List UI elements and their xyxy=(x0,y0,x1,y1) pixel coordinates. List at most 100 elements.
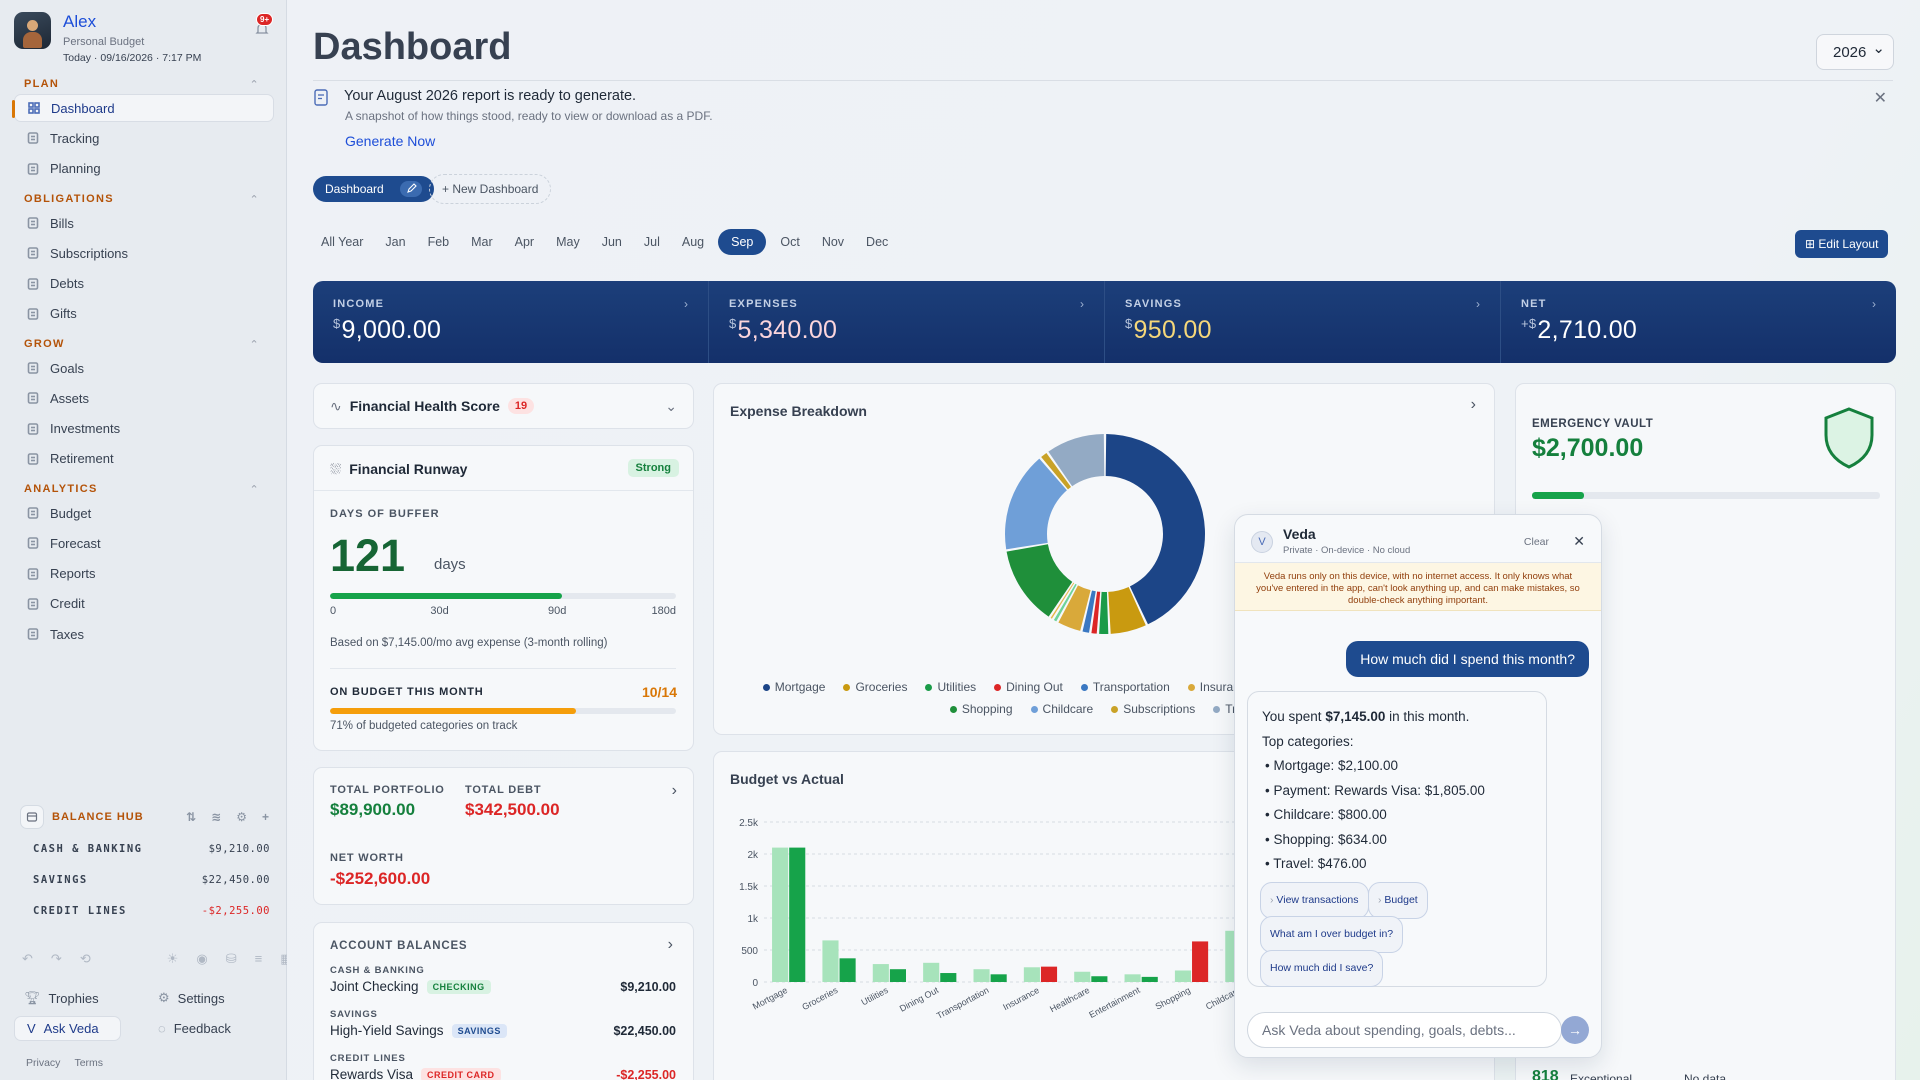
sidebar-item-retirement[interactable]: Retirement xyxy=(14,445,274,473)
month-tab-oct[interactable]: Oct xyxy=(780,235,800,249)
chevron-right-icon[interactable]: › xyxy=(1476,297,1480,311)
legend-mortgage[interactable]: Mortgage xyxy=(762,680,825,694)
month-tab-may[interactable]: May xyxy=(556,235,580,249)
month-tab-sep[interactable]: Sep xyxy=(718,229,767,255)
section-plan[interactable]: PLAN ⌃ xyxy=(24,78,260,91)
how-much-saved-chip[interactable]: How much did I save? xyxy=(1260,950,1384,987)
portfolio-card[interactable]: TOTAL PORTFOLIO $89,900.00 TOTAL DEBT $3… xyxy=(313,767,694,905)
history-icon[interactable]: ⟲ xyxy=(79,951,91,966)
legend-shopping[interactable]: Shopping xyxy=(949,702,1013,716)
chevron-up-icon[interactable]: ⌃ xyxy=(249,194,260,206)
balance-row-savings[interactable]: SAVINGS $22,450.00 xyxy=(20,874,270,886)
legend-utilities[interactable]: Utilities xyxy=(925,680,976,694)
chevron-right-icon[interactable]: › xyxy=(1872,297,1876,311)
month-tab-jan[interactable]: Jan xyxy=(385,235,406,249)
dashboard-tab[interactable]: Dashboard xyxy=(313,176,434,202)
theme-icon[interactable]: ☀ xyxy=(166,951,179,966)
sidebar-item-investments[interactable]: Investments xyxy=(14,415,274,443)
account-row-joint-checking[interactable]: Joint Checking CHECKING $9,210.00 xyxy=(330,979,676,994)
feedback-link[interactable]: ◌ Feedback xyxy=(158,1021,231,1036)
slice-shopping[interactable] xyxy=(1006,544,1073,617)
bar-transportation-budget[interactable] xyxy=(973,969,990,982)
bar-entertainment-budget[interactable] xyxy=(1124,974,1141,982)
balance-row-credit-lines[interactable]: CREDIT LINES -$2,255.00 xyxy=(20,905,270,917)
sidebar-item-subscriptions[interactable]: Subscriptions xyxy=(14,239,274,267)
slice-subscriptions[interactable] xyxy=(1041,452,1072,490)
privacy-link[interactable]: Privacy xyxy=(26,1057,61,1069)
sidebar-item-assets[interactable]: Assets xyxy=(14,384,274,412)
chat-input[interactable]: Ask Veda about spending, goals, debts... xyxy=(1247,1012,1562,1048)
month-tab-jun[interactable]: Jun xyxy=(601,235,622,249)
sidebar-item-planning[interactable]: Planning xyxy=(14,155,274,183)
budget-chip[interactable]: › Budget xyxy=(1368,882,1428,919)
bar-insurance-budget[interactable] xyxy=(1023,967,1040,982)
month-tab-mar[interactable]: Mar xyxy=(471,235,493,249)
bar-mortgage-actual[interactable] xyxy=(789,847,806,982)
sidebar-item-goals[interactable]: Goals xyxy=(14,354,274,382)
bar-transportation-actual[interactable] xyxy=(990,974,1007,982)
trophies-link[interactable]: 🏆︎ Trophies xyxy=(24,990,99,1006)
close-icon[interactable]: ✕ xyxy=(1573,533,1585,549)
bar-dining-out-actual[interactable] xyxy=(940,973,957,982)
over-budget-chip[interactable]: What am I over budget in? xyxy=(1260,916,1404,953)
legend-groceries[interactable]: Groceries xyxy=(843,680,907,694)
month-tab-nov[interactable]: Nov xyxy=(821,235,845,249)
kpi-net[interactable]: NET +$2,710.00 › xyxy=(1501,281,1896,363)
sidebar-item-dashboard[interactable]: Dashboard xyxy=(12,94,274,122)
balance-row-cash-banking[interactable]: CASH & BANKING $9,210.00 xyxy=(20,843,270,855)
financial-health-card[interactable]: ∿ Financial Health Score 19 ⌄ xyxy=(313,383,694,429)
bar-healthcare-actual[interactable] xyxy=(1091,976,1108,982)
chevron-up-icon[interactable]: ⌃ xyxy=(249,484,260,496)
sidebar-item-gifts[interactable]: Gifts xyxy=(14,300,274,328)
ask-veda-link[interactable]: V Ask Veda xyxy=(14,1016,121,1041)
kpi-savings[interactable]: SAVINGS $950.00 › xyxy=(1105,281,1501,363)
account-row-rewards-visa[interactable]: Rewards Visa CREDIT CARD -$2,255.00 xyxy=(330,1067,676,1080)
sidebar-item-taxes[interactable]: Taxes xyxy=(14,620,274,648)
year-select[interactable]: 2026 xyxy=(1816,34,1894,70)
sidebar-item-forecast[interactable]: Forecast xyxy=(14,529,274,557)
section-grow[interactable]: GROW ⌃ xyxy=(24,338,260,351)
chevron-right-icon[interactable]: › xyxy=(684,297,688,311)
chevron-right-icon[interactable]: › xyxy=(1080,297,1084,311)
generate-now-link[interactable]: Generate Now xyxy=(345,133,436,149)
bar-groceries-actual[interactable] xyxy=(839,958,856,982)
edit-icon[interactable] xyxy=(399,181,422,197)
bar-entertainment-actual[interactable] xyxy=(1141,976,1158,982)
sidebar-item-budget[interactable]: Budget xyxy=(14,499,274,527)
layers-icon[interactable]: ≋ xyxy=(211,810,223,824)
slice-healthcare[interactable] xyxy=(1053,583,1077,622)
sidebar-item-tracking[interactable]: Tracking xyxy=(14,124,274,152)
view-transactions-chip[interactable]: › View transactions xyxy=(1260,882,1369,919)
account-row-high-yield-savings[interactable]: High-Yield Savings SAVINGS $22,450.00 xyxy=(330,1023,676,1038)
redo-icon[interactable]: ↷ xyxy=(50,951,62,966)
slice-childcare[interactable] xyxy=(1005,458,1067,550)
edit-layout-button[interactable]: ⊞ Edit Layout xyxy=(1795,230,1889,258)
sidebar-item-credit[interactable]: Credit xyxy=(14,590,274,618)
slice-transportation[interactable] xyxy=(1082,590,1096,633)
avatar[interactable] xyxy=(14,12,51,49)
plus-icon[interactable]: + xyxy=(261,810,270,824)
terms-link[interactable]: Terms xyxy=(74,1057,104,1069)
month-tab-dec[interactable]: Dec xyxy=(866,235,889,249)
send-button[interactable]: → xyxy=(1561,1016,1589,1044)
chevron-right-icon[interactable]: › xyxy=(671,782,677,799)
eye-icon[interactable]: ◉ xyxy=(196,951,208,966)
month-tab-aug[interactable]: Aug xyxy=(681,235,705,249)
slice-utilities[interactable] xyxy=(1099,591,1109,634)
clear-button[interactable]: Clear xyxy=(1523,536,1549,548)
slice-insurance[interactable] xyxy=(1058,585,1091,631)
month-tab-all-year[interactable]: All Year xyxy=(321,235,364,249)
legend-dining-out[interactable]: Dining Out xyxy=(994,680,1063,694)
sidebar-item-debts[interactable]: Debts xyxy=(14,270,274,298)
bar-utilities-actual[interactable] xyxy=(889,969,906,982)
month-tab-feb[interactable]: Feb xyxy=(427,235,450,249)
kpi-expenses[interactable]: EXPENSES $5,340.00 › xyxy=(709,281,1105,363)
sidebar-item-reports[interactable]: Reports xyxy=(14,560,274,588)
profile[interactable]: Alex Personal Budget Today · 09/16/2026 … xyxy=(14,12,201,65)
bar-shopping-actual[interactable] xyxy=(1192,941,1209,982)
section-obligations[interactable]: OBLIGATIONS ⌃ xyxy=(24,193,260,206)
bar-insurance-actual[interactable] xyxy=(1040,966,1058,982)
legend-subscriptions[interactable]: Subscriptions xyxy=(1111,702,1195,716)
bar-utilities-budget[interactable] xyxy=(872,964,889,982)
bar-shopping-budget[interactable] xyxy=(1174,970,1192,982)
